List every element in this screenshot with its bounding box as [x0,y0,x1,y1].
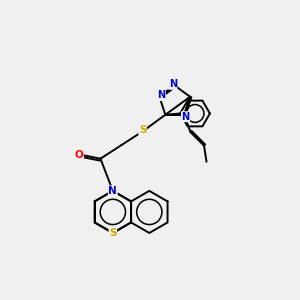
Text: N: N [169,80,177,89]
Text: N: N [158,91,166,100]
Text: S: S [139,125,146,135]
Text: S: S [109,228,117,238]
Text: N: N [182,112,190,122]
Text: N: N [109,186,117,196]
Text: O: O [74,150,83,160]
